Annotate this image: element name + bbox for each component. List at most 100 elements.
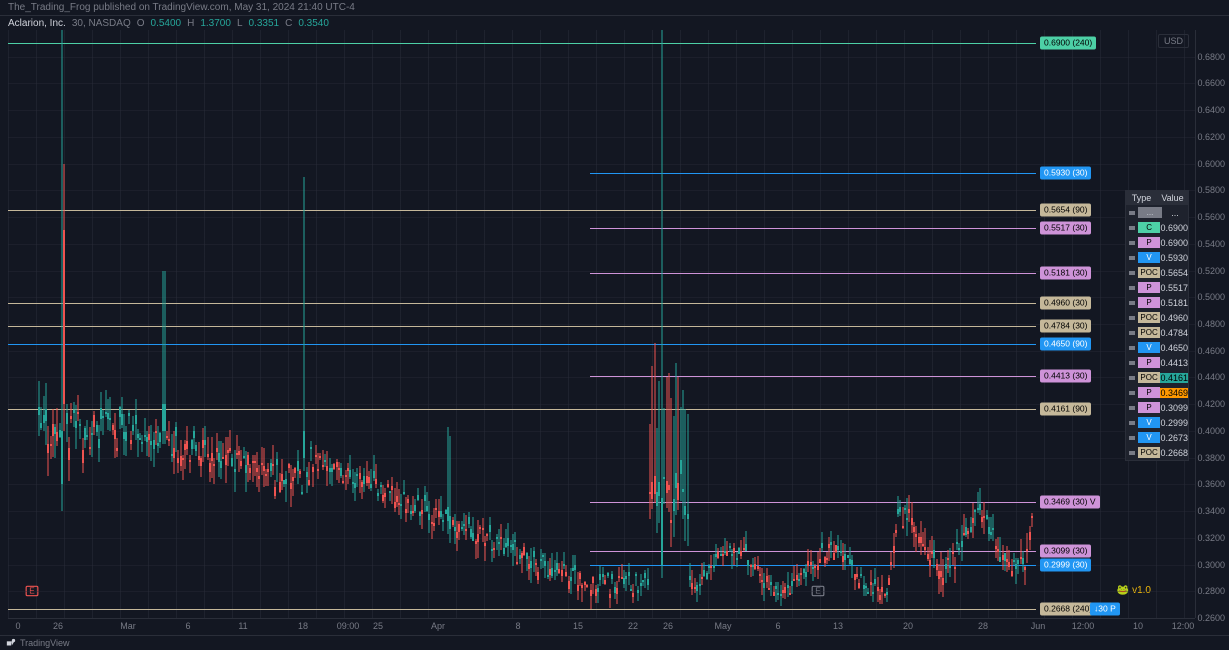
time-axis[interactable]: 0 26 Mar 6 11 18 09:00 25 Apr 8 15 22 26 May 6 13 20 28 Ju…: [8, 618, 1195, 633]
y-tick: 0.6400: [1197, 105, 1225, 115]
y-tick: 0.2800: [1197, 586, 1225, 596]
y-tick: 0.5000: [1197, 292, 1225, 302]
level-label[interactable]: 0.4413 (30): [1040, 369, 1091, 382]
level-label[interactable]: 0.5517 (30): [1040, 222, 1091, 235]
panel-header-type: Type: [1126, 191, 1157, 205]
level-label[interactable]: 0.5654 (90): [1040, 203, 1091, 216]
y-tick: 0.5200: [1197, 266, 1225, 276]
panel-row[interactable]: POC0.5654: [1126, 265, 1188, 280]
event-icon[interactable]: E: [25, 584, 39, 596]
panel-row[interactable]: P0.6900: [1126, 235, 1188, 250]
level-label[interactable]: 0.4960 (30): [1040, 296, 1091, 309]
chart-pane[interactable]: USD E E 🐸 v1.0 0.6900 (240)0.5930 (30)0.…: [8, 30, 1195, 618]
x-tick: 12:00: [1072, 621, 1095, 631]
y-tick: 0.4800: [1197, 319, 1225, 329]
level-label[interactable]: 0.4784 (30): [1040, 320, 1091, 333]
panel-row[interactable]: P0.5517: [1126, 280, 1188, 295]
level-label[interactable]: 0.5181 (30): [1040, 267, 1091, 280]
y-tick: 0.3200: [1197, 533, 1225, 543]
panel-row[interactable]: V0.2999: [1126, 415, 1188, 430]
main-chart-area[interactable]: USD E E 🐸 v1.0 0.6900 (240)0.5930 (30)0.…: [0, 30, 1229, 633]
y-tick: 0.3000: [1197, 560, 1225, 570]
y-tick: 0.4000: [1197, 426, 1225, 436]
panel-row[interactable]: V0.4650: [1126, 340, 1188, 355]
x-tick: 22: [628, 621, 638, 631]
panel-row[interactable]: P0.5181: [1126, 295, 1188, 310]
symbol-name[interactable]: Aclarion, Inc.: [8, 18, 66, 29]
y-tick: 0.5400: [1197, 239, 1225, 249]
x-tick: 15: [573, 621, 583, 631]
price-axis[interactable]: 0.26000.28000.30000.32000.34000.36000.38…: [1195, 30, 1229, 618]
panel-header-value: Value: [1157, 191, 1188, 205]
chart-header: Aclarion, Inc. 30, NASDAQ O0.5400 H1.370…: [0, 16, 1229, 30]
panel-row[interactable]: ......: [1126, 205, 1188, 220]
panel-row[interactable]: POC0.4960: [1126, 310, 1188, 325]
x-tick: 09:00: [337, 621, 360, 631]
x-tick: 10: [1133, 621, 1143, 631]
level-line[interactable]: [590, 173, 1036, 174]
panel-row[interactable]: P0.4413: [1126, 355, 1188, 370]
level-line[interactable]: [590, 551, 1036, 552]
footer: TradingView: [0, 635, 1229, 649]
level-label[interactable]: 0.2668 (240): [1040, 602, 1096, 615]
level-label[interactable]: 0.4650 (90): [1040, 338, 1091, 351]
x-tick: 0: [15, 621, 20, 631]
level-label[interactable]: 0.3099 (30): [1040, 545, 1091, 558]
x-tick: 8: [515, 621, 520, 631]
publish-info: The_Trading_Frog published on TradingVie…: [0, 0, 1229, 16]
panel-row[interactable]: V0.2673: [1126, 430, 1188, 445]
level-line[interactable]: [590, 228, 1036, 229]
y-tick: 0.2600: [1197, 613, 1225, 623]
y-tick: 0.6000: [1197, 159, 1225, 169]
x-tick: 13: [833, 621, 843, 631]
x-tick: 11: [238, 621, 247, 631]
y-tick: 0.4600: [1197, 346, 1225, 356]
panel-row[interactable]: POC0.2668: [1126, 445, 1188, 460]
levels-panel[interactable]: Type Value ......C0.6900P0.6900V0.5930PO…: [1125, 190, 1189, 461]
currency-badge[interactable]: USD: [1158, 34, 1189, 48]
x-tick: May: [714, 621, 731, 631]
level-line[interactable]: [590, 273, 1036, 274]
panel-row[interactable]: POC0.4161: [1126, 370, 1188, 385]
level-label[interactable]: 0.4161 (90): [1040, 403, 1091, 416]
level-line[interactable]: [8, 43, 1036, 44]
x-tick: Jun: [1031, 621, 1046, 631]
level-line[interactable]: [590, 376, 1036, 377]
y-tick: 0.4400: [1197, 372, 1225, 382]
x-tick: 26: [663, 621, 673, 631]
y-tick: 0.4200: [1197, 399, 1225, 409]
panel-row[interactable]: POC0.4784: [1126, 325, 1188, 340]
x-tick: Apr: [431, 621, 445, 631]
level-line[interactable]: [8, 609, 1036, 610]
x-tick: 6: [775, 621, 780, 631]
y-tick: 0.6800: [1197, 52, 1225, 62]
x-tick: 18: [298, 621, 308, 631]
level-label[interactable]: 0.6900 (240): [1040, 37, 1096, 50]
level-label[interactable]: 0.5930 (30): [1040, 166, 1091, 179]
x-tick: 28: [978, 621, 988, 631]
y-tick: 0.5800: [1197, 185, 1225, 195]
x-tick: 20: [903, 621, 913, 631]
y-tick: 0.3600: [1197, 479, 1225, 489]
y-tick: 0.6600: [1197, 78, 1225, 88]
symbol-interval: 30, NASDAQ: [72, 18, 131, 29]
y-tick: 0.3400: [1197, 506, 1225, 516]
x-tick: 6: [185, 621, 190, 631]
panel-row[interactable]: P0.3469: [1126, 385, 1188, 400]
x-tick: 12:00: [1172, 621, 1195, 631]
event-icon[interactable]: E: [811, 584, 825, 596]
panel-row[interactable]: V0.5930: [1126, 250, 1188, 265]
y-tick: 0.5600: [1197, 212, 1225, 222]
panel-row[interactable]: C0.6900: [1126, 220, 1188, 235]
x-tick: 25: [373, 621, 383, 631]
tradingview-logo-icon: [6, 638, 16, 648]
y-tick: 0.3800: [1197, 453, 1225, 463]
y-tick: 0.6200: [1197, 132, 1225, 142]
level-label[interactable]: 0.2999 (30): [1040, 558, 1091, 571]
level-label[interactable]: 0.3469 (30) V: [1040, 495, 1100, 508]
level-label[interactable]: ↓30 P: [1090, 602, 1120, 615]
panel-row[interactable]: P0.3099: [1126, 400, 1188, 415]
level-line[interactable]: [8, 210, 1036, 211]
x-tick: Mar: [120, 621, 136, 631]
x-tick: 26: [53, 621, 63, 631]
